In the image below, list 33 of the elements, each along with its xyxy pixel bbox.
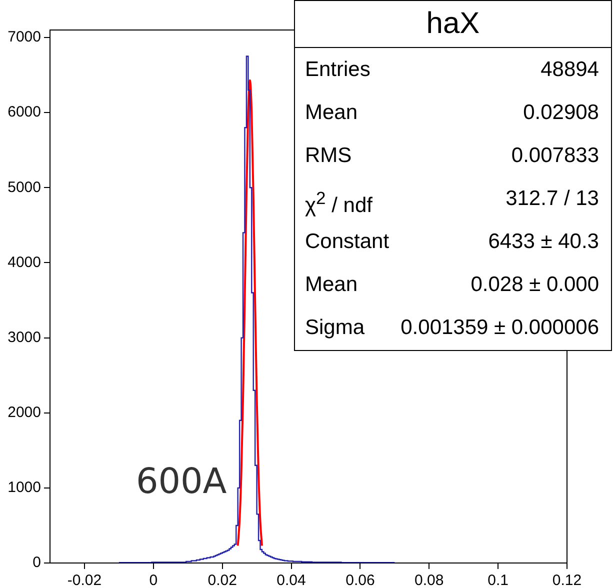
annotation: Sigma [305,315,365,341]
x-tick-label: 0.1 [488,572,508,588]
y-tick-label: 0 [32,554,41,572]
annotation: Entries [305,57,370,83]
annotation: 312.7 / 13 [506,186,599,212]
annotation: Constant [305,229,390,255]
line-series [236,79,263,547]
y-tick-label: 3000 [8,328,41,346]
annotation: 0.028 ± 0.000 [470,272,599,298]
x-tick-label: 0.12 [552,572,582,588]
annotation: 6433 ± 40.3 [488,229,599,255]
y-tick-label: 5000 [8,178,41,196]
annotation: haX [295,1,611,48]
x-tick-label: -0.02 [67,572,102,588]
x-tick-label: 0.08 [414,572,444,588]
annotation: χ$^{2}$ / ndf [305,187,372,219]
annotation: 0.02908 [523,100,599,126]
annotation: Mean [305,100,358,126]
x-tick-label: 0.04 [276,572,306,588]
annotation: Mean [305,272,358,298]
y-tick-label: 7000 [8,28,41,46]
annotation: 48894 [540,57,599,83]
x-tick-label: 0.06 [346,572,375,588]
annotation: RMS [305,143,352,169]
x-tick-label: 0.02 [208,572,237,588]
annotation: 0.007833 [511,143,599,169]
y-tick-label: 1000 [8,479,41,496]
annotation: 0.001359 ± 0.000006 [400,315,599,341]
annotation: 600A [136,462,227,502]
y-tick-label: 4000 [8,254,41,271]
y-tick-label: 6000 [8,104,41,121]
y-tick-label: 2000 [8,404,41,421]
x-tick-label: 0 [149,572,158,588]
